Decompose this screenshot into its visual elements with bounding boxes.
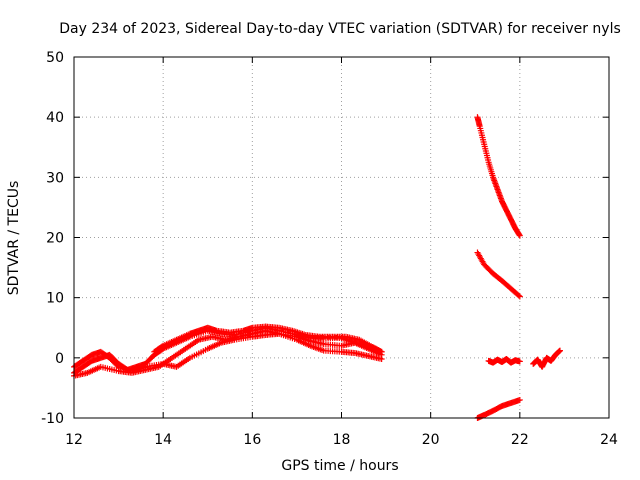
y-axis-label: SDTVAR / TECUs bbox=[6, 181, 22, 296]
x-axis-label: GPS time / hours bbox=[281, 458, 398, 474]
series-arc-h bbox=[474, 396, 523, 421]
x-tick-label: 24 bbox=[600, 432, 618, 448]
data-point bbox=[515, 292, 522, 299]
data-point bbox=[378, 356, 385, 363]
y-tick-label: 20 bbox=[46, 231, 64, 247]
series-arc-d bbox=[151, 323, 385, 355]
series-arc-e bbox=[474, 114, 523, 239]
y-tick-label: 50 bbox=[46, 50, 64, 66]
x-tick-label: 20 bbox=[422, 432, 440, 448]
data-point bbox=[516, 358, 523, 365]
series-arc-c bbox=[71, 327, 385, 379]
data-point bbox=[516, 396, 523, 403]
y-tick-label: 40 bbox=[46, 110, 64, 126]
x-tick-label: 18 bbox=[333, 432, 351, 448]
data-point bbox=[516, 232, 523, 239]
y-tick-label: -10 bbox=[41, 411, 64, 427]
x-tick-label: 12 bbox=[65, 432, 83, 448]
y-tick-label: 0 bbox=[55, 351, 64, 367]
data-marks bbox=[71, 114, 563, 421]
x-tick-label: 16 bbox=[243, 432, 261, 448]
x-tick-label: 14 bbox=[154, 432, 172, 448]
series-arc-g bbox=[485, 356, 523, 366]
axis-ticks: 12 14 16 18 20 22 24 -10 0 10 20 30 40 50 bbox=[41, 50, 618, 448]
series-arc-f bbox=[474, 249, 523, 300]
data-point bbox=[516, 293, 523, 300]
data-point bbox=[556, 347, 563, 354]
data-point bbox=[377, 348, 384, 355]
data-point bbox=[378, 348, 385, 355]
series-arc-i bbox=[530, 347, 563, 370]
y-tick-label: 10 bbox=[46, 291, 64, 307]
y-tick-label: 30 bbox=[46, 170, 64, 186]
chart-title: Day 234 of 2023, Sidereal Day-to-day VTE… bbox=[59, 21, 621, 37]
x-tick-label: 22 bbox=[511, 432, 529, 448]
